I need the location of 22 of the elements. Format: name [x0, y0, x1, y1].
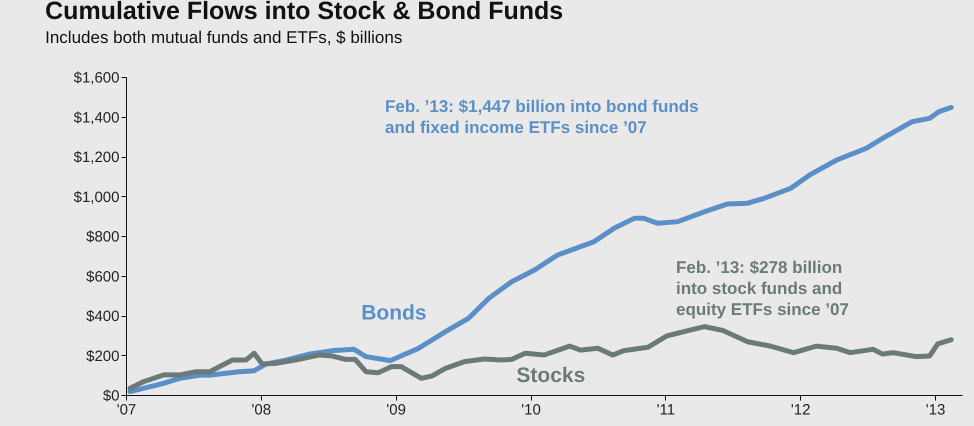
x-tick-label: '07 [116, 402, 136, 418]
y-tick-label: $1,000 [74, 188, 120, 206]
annotation: Feb. ’13: $278 billion into stock funds and equity ETFs since ’07 [676, 258, 849, 319]
x-tick-label: '09 [386, 402, 406, 418]
y-tick-label: $1,600 [74, 70, 120, 86]
chart-title: Cumulative Flows into Stock & Bond Funds [45, 0, 564, 25]
series-label: Bonds [361, 301, 427, 324]
y-tick-label: $1,400 [74, 109, 120, 126]
chart-subtitle: Includes both mutual funds and ETFs, $ billions [45, 28, 402, 47]
y-tick-label: $200 [86, 348, 120, 365]
y-tick-label: $0 [102, 388, 120, 404]
y-tick-label: $800 [86, 228, 120, 246]
x-tick-label: '13 [926, 402, 946, 418]
annotation: Feb. ’13: $1,447 billion into bond funds and fixed income ETFs since ’07 [385, 97, 699, 137]
y-tick-label: $1,200 [74, 149, 120, 166]
series-label: Stocks [516, 364, 586, 388]
y-tick-label: $600 [86, 268, 120, 286]
y-tick-label: $400 [86, 308, 120, 325]
x-tick-label: '08 [252, 402, 272, 418]
x-tick-label: '12 [790, 402, 810, 418]
x-tick-label: '10 [521, 402, 541, 418]
x-tick-label: '11 [656, 402, 676, 418]
